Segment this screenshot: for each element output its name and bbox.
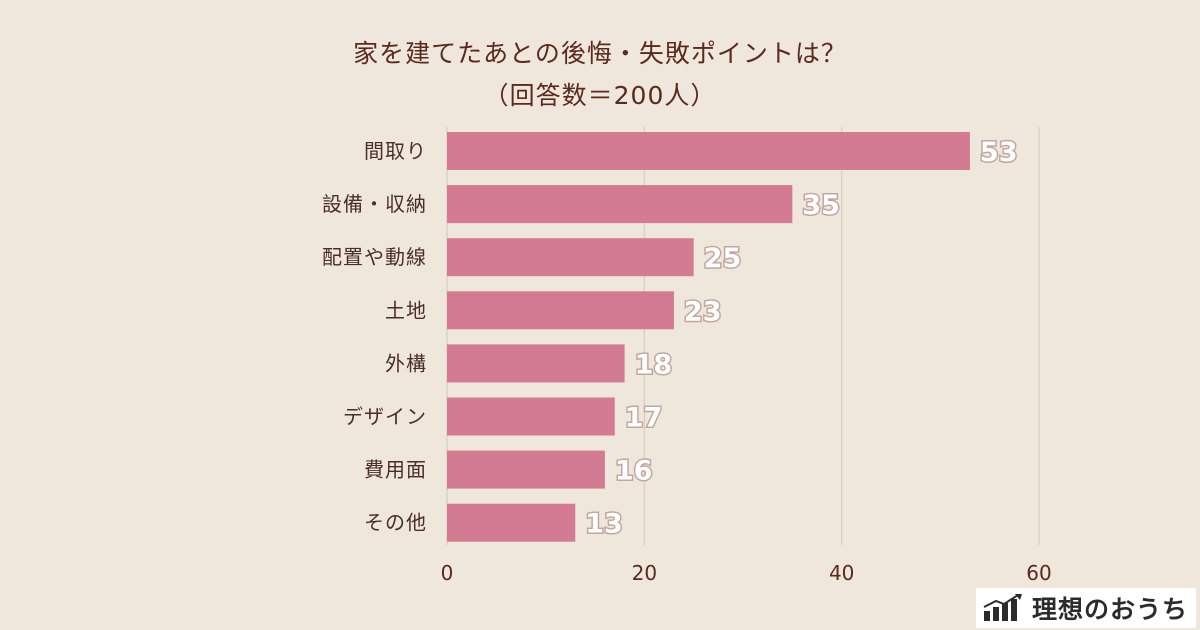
category-label: その他	[364, 511, 427, 535]
value-label: 53	[980, 137, 1018, 168]
bar	[447, 503, 576, 542]
x-tick-label: 60	[1026, 561, 1051, 585]
x-tick-label: 40	[829, 561, 854, 585]
bar	[447, 397, 615, 436]
x-tick-label: 0	[441, 561, 454, 585]
category-label: 費用面	[364, 458, 427, 482]
value-label: 13	[585, 509, 623, 540]
rising-chart-icon	[983, 594, 1022, 621]
value-label: 23	[684, 296, 722, 327]
value-label: 16	[615, 456, 653, 487]
x-axis: 0 20 40 60	[441, 561, 1052, 585]
bar	[447, 450, 605, 489]
value-label: 18	[635, 349, 673, 380]
category-label: 外構	[385, 351, 427, 375]
bar	[447, 238, 694, 277]
value-label: 35	[802, 190, 840, 221]
value-label: 17	[625, 403, 663, 434]
category-label: デザイン	[343, 405, 427, 429]
category-label: 間取り	[364, 139, 427, 163]
category-label: 配置や動線	[322, 245, 427, 269]
x-tick-label: 20	[632, 561, 657, 585]
bar-group: 間取り 53 設備・収納 35 配置や動線 25 土地 23 外構 18 デザイン 17 費用面 16 その…	[322, 132, 1019, 542]
category-label: 土地	[385, 298, 427, 322]
bar	[447, 132, 970, 170]
value-label: 25	[704, 243, 742, 274]
category-label: 設備・収納	[322, 192, 427, 216]
brand-name: 理想のおうち	[1031, 595, 1188, 624]
chart-title: 家を建てたあとの後悔・失敗ポイントは？	[353, 39, 847, 68]
bar	[447, 185, 793, 224]
chart-subtitle: （回答数＝200人）	[484, 81, 717, 110]
bar	[447, 291, 674, 330]
bar	[447, 344, 625, 383]
brand-logo: 理想のおうち	[975, 588, 1196, 628]
